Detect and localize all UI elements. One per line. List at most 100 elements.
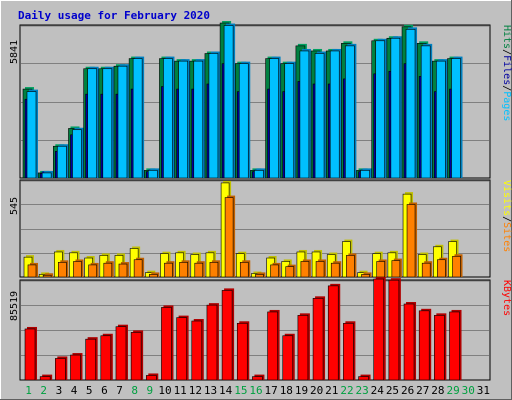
x-tick-label-day-1: 1 xyxy=(25,384,32,397)
x-tick-label-day-16: 16 xyxy=(249,384,262,397)
sites-bar-day-17 xyxy=(270,264,279,278)
sites-bar-day-3 xyxy=(58,262,67,278)
kbytes-bar-day-2 xyxy=(39,376,51,381)
kbytes-bar-day-13 xyxy=(206,304,218,381)
x-tick-label-day-14: 14 xyxy=(219,384,233,397)
x-tick-label-day-3: 3 xyxy=(56,384,63,397)
sites-bar-day-5 xyxy=(88,264,97,278)
pages-bar-day-23 xyxy=(360,170,370,179)
pages-bar-day-9 xyxy=(147,170,158,179)
x-tick-label-day-12: 12 xyxy=(189,384,202,397)
x-tick-label-day-20: 20 xyxy=(310,384,323,397)
pages-bar-day-5 xyxy=(87,68,97,179)
sites-bar-day-18 xyxy=(285,266,295,278)
pages-bar-day-15 xyxy=(238,63,249,179)
kbytes-bar-day-14 xyxy=(221,290,233,381)
x-tick-label-day-8: 8 xyxy=(131,384,138,397)
x-tick-label-day-25: 25 xyxy=(386,384,399,397)
panel-visits-sites-legend-item: / xyxy=(501,216,512,222)
panel-hits-files-pages-legend-item: / xyxy=(501,49,512,55)
x-tick-label-day-7: 7 xyxy=(116,384,123,397)
kbytes-bar-day-25 xyxy=(388,279,400,381)
pages-bar-day-29 xyxy=(451,58,461,179)
x-tick-label-day-6: 6 xyxy=(101,384,108,397)
x-tick-label-day-10: 10 xyxy=(158,384,171,397)
kbytes-bar-day-26 xyxy=(403,303,415,381)
pages-bar-day-22 xyxy=(345,45,355,179)
sites-bar-day-12 xyxy=(194,262,204,278)
kbytes-bar-day-23 xyxy=(358,376,369,381)
x-tick-label-day-21: 21 xyxy=(325,384,338,397)
panel-hits-files-pages-legend-item: / xyxy=(501,85,512,91)
x-tick-label-day-5: 5 xyxy=(86,384,93,397)
kbytes-bar-day-16 xyxy=(252,376,263,381)
x-tick-label-day-22: 22 xyxy=(340,384,353,397)
panel-kbytes-legend-item: KBytes xyxy=(501,280,512,316)
panel-hits-files-pages-legend-item: Hits xyxy=(501,25,512,49)
kbytes-bar-day-24 xyxy=(373,278,385,381)
sites-bar-day-10 xyxy=(164,262,173,278)
kbytes-bar-day-29 xyxy=(449,311,460,381)
panel-hits-files-pages-legend-item: Files xyxy=(501,55,512,85)
sites-bar-day-2 xyxy=(42,274,52,278)
pages-bar-day-2 xyxy=(41,172,52,179)
pages-bar-day-16 xyxy=(254,170,264,179)
pages-bar-day-13 xyxy=(208,53,219,179)
kbytes-bar-day-11 xyxy=(176,317,187,381)
pages-bar-day-14 xyxy=(223,25,234,179)
x-tick-label-day-9: 9 xyxy=(147,384,154,397)
sites-bar-day-20 xyxy=(315,261,325,278)
kbytes-bar-day-15 xyxy=(236,322,248,381)
kbytes-bar-day-9 xyxy=(145,375,157,381)
pages-bar-day-28 xyxy=(436,60,446,179)
x-tick-label-day-17: 17 xyxy=(265,384,278,397)
kbytes-bar-day-6 xyxy=(100,335,112,381)
panel-visits-sites-legend-item: Sites xyxy=(501,222,512,252)
kbytes-bar-day-12 xyxy=(191,320,203,381)
panel-visits-sites-legend-item: Visits xyxy=(501,180,512,216)
x-tick-label-day-15: 15 xyxy=(234,384,247,397)
pages-bar-day-6 xyxy=(102,68,113,179)
sites-bar-day-23 xyxy=(361,274,370,278)
pages-bar-day-11 xyxy=(178,60,188,179)
sites-bar-day-16 xyxy=(255,274,264,278)
x-tick-label-day-28: 28 xyxy=(431,384,444,397)
x-tick-label-day-31: 31 xyxy=(477,384,490,397)
x-tick-label-day-30: 30 xyxy=(462,384,475,397)
sites-bar-day-14 xyxy=(224,197,234,278)
kbytes-bar-day-1 xyxy=(24,328,36,381)
panel-hits-files-pages-legend-item: Pages xyxy=(501,91,512,121)
kbytes-bar-day-10 xyxy=(161,307,172,381)
pages-bar-day-19 xyxy=(299,50,310,179)
pages-bar-day-7 xyxy=(117,65,128,179)
panel-kbytes-legend: KBytes xyxy=(501,280,512,316)
x-tick-label-day-11: 11 xyxy=(174,384,187,397)
sites-bar-day-21 xyxy=(330,262,340,278)
sites-bar-day-4 xyxy=(73,261,82,278)
pages-bar-day-20 xyxy=(314,53,325,179)
pages-bar-day-4 xyxy=(72,129,82,179)
pages-bar-day-21 xyxy=(329,50,340,179)
x-tick-label-day-23: 23 xyxy=(356,384,369,397)
pages-bar-day-12 xyxy=(193,60,204,179)
sites-bar-day-22 xyxy=(346,255,355,278)
sites-bar-day-13 xyxy=(209,262,219,278)
sites-bar-day-6 xyxy=(103,262,113,278)
pages-bar-day-1 xyxy=(26,91,37,179)
panel-visits-sites-max-label: 545 xyxy=(9,197,20,215)
kbytes-bar-day-18 xyxy=(282,335,294,381)
kbytes-bar-day-7 xyxy=(115,326,127,381)
kbytes-bar-day-19 xyxy=(297,315,309,381)
x-tick-label-day-4: 4 xyxy=(71,384,78,397)
sites-bar-day-25 xyxy=(391,260,401,278)
kbytes-bar-day-3 xyxy=(55,358,66,381)
sites-bar-day-24 xyxy=(376,261,386,278)
kbytes-bar-day-20 xyxy=(312,298,324,381)
kbytes-bar-day-27 xyxy=(418,310,430,381)
panel-hits-files-pages-legend: Hits/Files/Pages xyxy=(501,25,512,121)
x-tick-label-day-24: 24 xyxy=(371,384,385,397)
sites-bar-day-11 xyxy=(179,262,188,278)
x-tick-label-day-18: 18 xyxy=(280,384,293,397)
sites-bar-day-19 xyxy=(300,261,310,278)
